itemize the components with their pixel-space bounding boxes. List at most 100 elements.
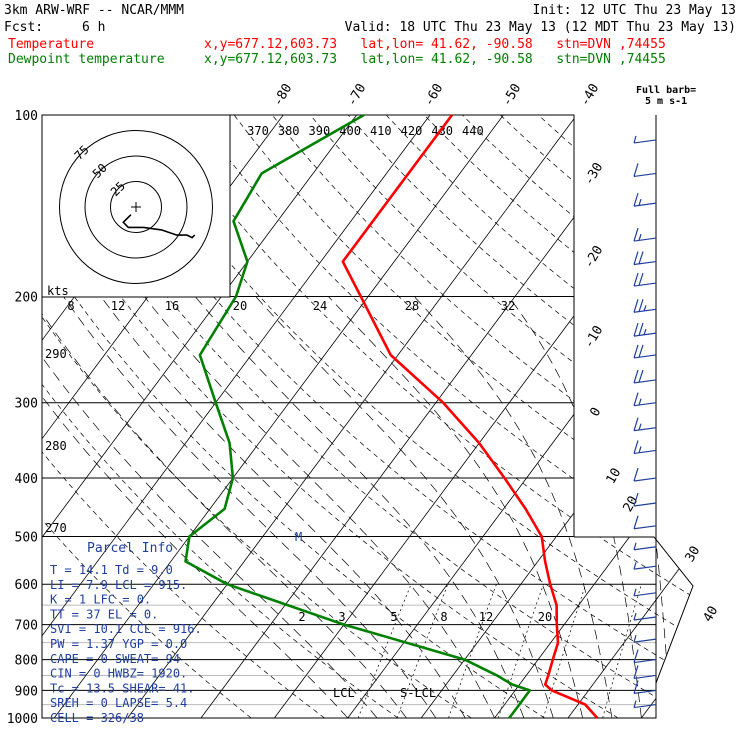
wind-barb xyxy=(633,299,657,313)
dry-adiabat xyxy=(500,115,693,718)
wind-barb xyxy=(633,492,657,507)
wind-barb-half xyxy=(633,561,637,570)
isentrope-label: 400 xyxy=(339,124,361,138)
dry-adiabat xyxy=(42,115,619,718)
wind-barb-full xyxy=(638,251,644,265)
pressure-tick-label: 100 xyxy=(15,109,38,124)
wind-barb-full xyxy=(638,272,644,286)
mixing-ratio-labels: 2 3 5 8 12 20 xyxy=(298,610,552,624)
isentrope-side-label: 290 xyxy=(45,347,67,361)
wind-barb xyxy=(633,467,657,482)
dry-adiabat xyxy=(119,115,693,718)
dew-legend-label: Dewpoint temperature xyxy=(8,52,165,67)
isentrope-label: 420 xyxy=(401,124,423,138)
wind-barb-staff xyxy=(633,202,657,207)
isotherm-label: 20 xyxy=(621,494,642,515)
isotherm-label: -50 xyxy=(500,81,525,109)
isotherm-line xyxy=(715,115,740,718)
isotherm-label: 30 xyxy=(683,544,704,565)
wind-barb-half xyxy=(633,542,637,550)
wind-barb xyxy=(633,649,657,664)
temp-legend-loc: x,y=677.12,603.73 lat,lon= 41.62, -90.58… xyxy=(204,37,666,52)
wind-barb-full xyxy=(633,665,639,679)
isotherm-label: -10 xyxy=(582,323,607,351)
isotherm-label: 40 xyxy=(701,604,722,625)
temp-legend-label: Temperature xyxy=(8,37,94,52)
barb-legend-text: Full barb= 5 m s-1 xyxy=(636,85,696,107)
mixing-ratio-label: 12 xyxy=(479,610,493,624)
moist-adiabat xyxy=(63,296,437,718)
dry-adiabat xyxy=(423,115,693,718)
hodograph-kts-label: kts xyxy=(47,284,69,298)
wind-barb-half xyxy=(633,612,637,621)
parcel-info-row: TT = 37 EL = 0. xyxy=(50,607,158,621)
moist-adiabat xyxy=(414,296,613,718)
wind-barb xyxy=(633,700,657,709)
wind-barb-staff xyxy=(633,703,657,709)
wind-barb xyxy=(633,192,657,207)
mixing-ratio-label: 3 xyxy=(338,610,345,624)
moist-adiabat xyxy=(144,296,495,718)
wind-barb-full xyxy=(633,192,639,207)
isotherm-line xyxy=(494,115,693,718)
isotherm-label: -70 xyxy=(345,81,370,109)
barb-legend: Full barb= 5 m s-1 xyxy=(636,85,696,107)
wind-barb xyxy=(633,440,657,455)
wind-barb-full xyxy=(633,392,639,406)
dry-adiabat xyxy=(157,115,693,718)
wind-barb-staff xyxy=(633,449,657,455)
wind-barb xyxy=(633,417,657,432)
hodograph-ring xyxy=(110,181,162,233)
moist-adiabat xyxy=(42,296,349,718)
moist-adiabat xyxy=(255,296,554,718)
parcel-info-row: CELL = 326/38 xyxy=(50,711,144,725)
dewpoint-trace xyxy=(184,113,532,719)
wind-barb xyxy=(633,634,657,643)
fcst-label: Fcst: xyxy=(4,20,43,35)
isentrope-label: 390 xyxy=(309,124,331,138)
pressure-tick-label: 300 xyxy=(15,397,38,412)
dry-adiabat xyxy=(271,115,693,718)
moist-adiabat xyxy=(42,296,407,718)
mixing-ratio-label: 20 xyxy=(538,610,552,624)
wind-barb-staff xyxy=(633,237,657,242)
pressure-tick-label: 700 xyxy=(15,619,38,634)
wind-barb xyxy=(633,588,657,597)
wind-barb-staff xyxy=(633,502,657,507)
pressure-tick-label: 400 xyxy=(15,472,38,487)
wind-barb-half xyxy=(633,634,637,643)
parcel-info-row: PW = 1.37 YGP = 0.0 xyxy=(50,637,187,651)
wind-barb-full xyxy=(638,322,644,336)
wind-barb-half xyxy=(633,135,637,144)
mixing-ratio-label: 2 xyxy=(298,610,305,624)
isentrope-side-label: 280 xyxy=(45,439,67,453)
wind-barb xyxy=(633,322,657,337)
wind-barb-staff xyxy=(633,260,657,266)
wind-barb xyxy=(633,515,657,530)
wind-barb-full xyxy=(633,515,639,529)
annotation-lcl: LCL xyxy=(333,686,355,700)
hodograph-speed-tick: 8 xyxy=(67,299,74,313)
wind-barb-staff xyxy=(633,658,657,664)
isotherm-line xyxy=(347,115,693,718)
dry-adiabat xyxy=(195,115,693,718)
isentrope-label: 380 xyxy=(278,124,300,138)
wind-barb-full xyxy=(633,680,639,694)
annotations: M LCL S-LCL xyxy=(295,530,436,700)
isotherm-labels: -80 -70 -60 -50 -40 -30 -20 -10 0 10 20 30 40 xyxy=(271,81,722,624)
parcel-info-row: CIN = 0 HWBZ= 1920. xyxy=(50,667,187,681)
mixing-ratio-label: 8 xyxy=(440,610,447,624)
moist-adiabat xyxy=(194,296,525,718)
wind-barb-staff xyxy=(633,616,657,621)
wind-barb-full xyxy=(633,299,639,313)
wind-barb-full xyxy=(638,344,644,358)
wind-barb-half xyxy=(643,328,647,336)
isotherm-line xyxy=(567,115,693,718)
wind-barb-full xyxy=(633,251,639,265)
moist-adiabat xyxy=(328,296,583,718)
wind-barb-staff xyxy=(633,332,657,337)
isotherm-label: -80 xyxy=(271,81,296,109)
wind-barb-full xyxy=(633,649,639,663)
